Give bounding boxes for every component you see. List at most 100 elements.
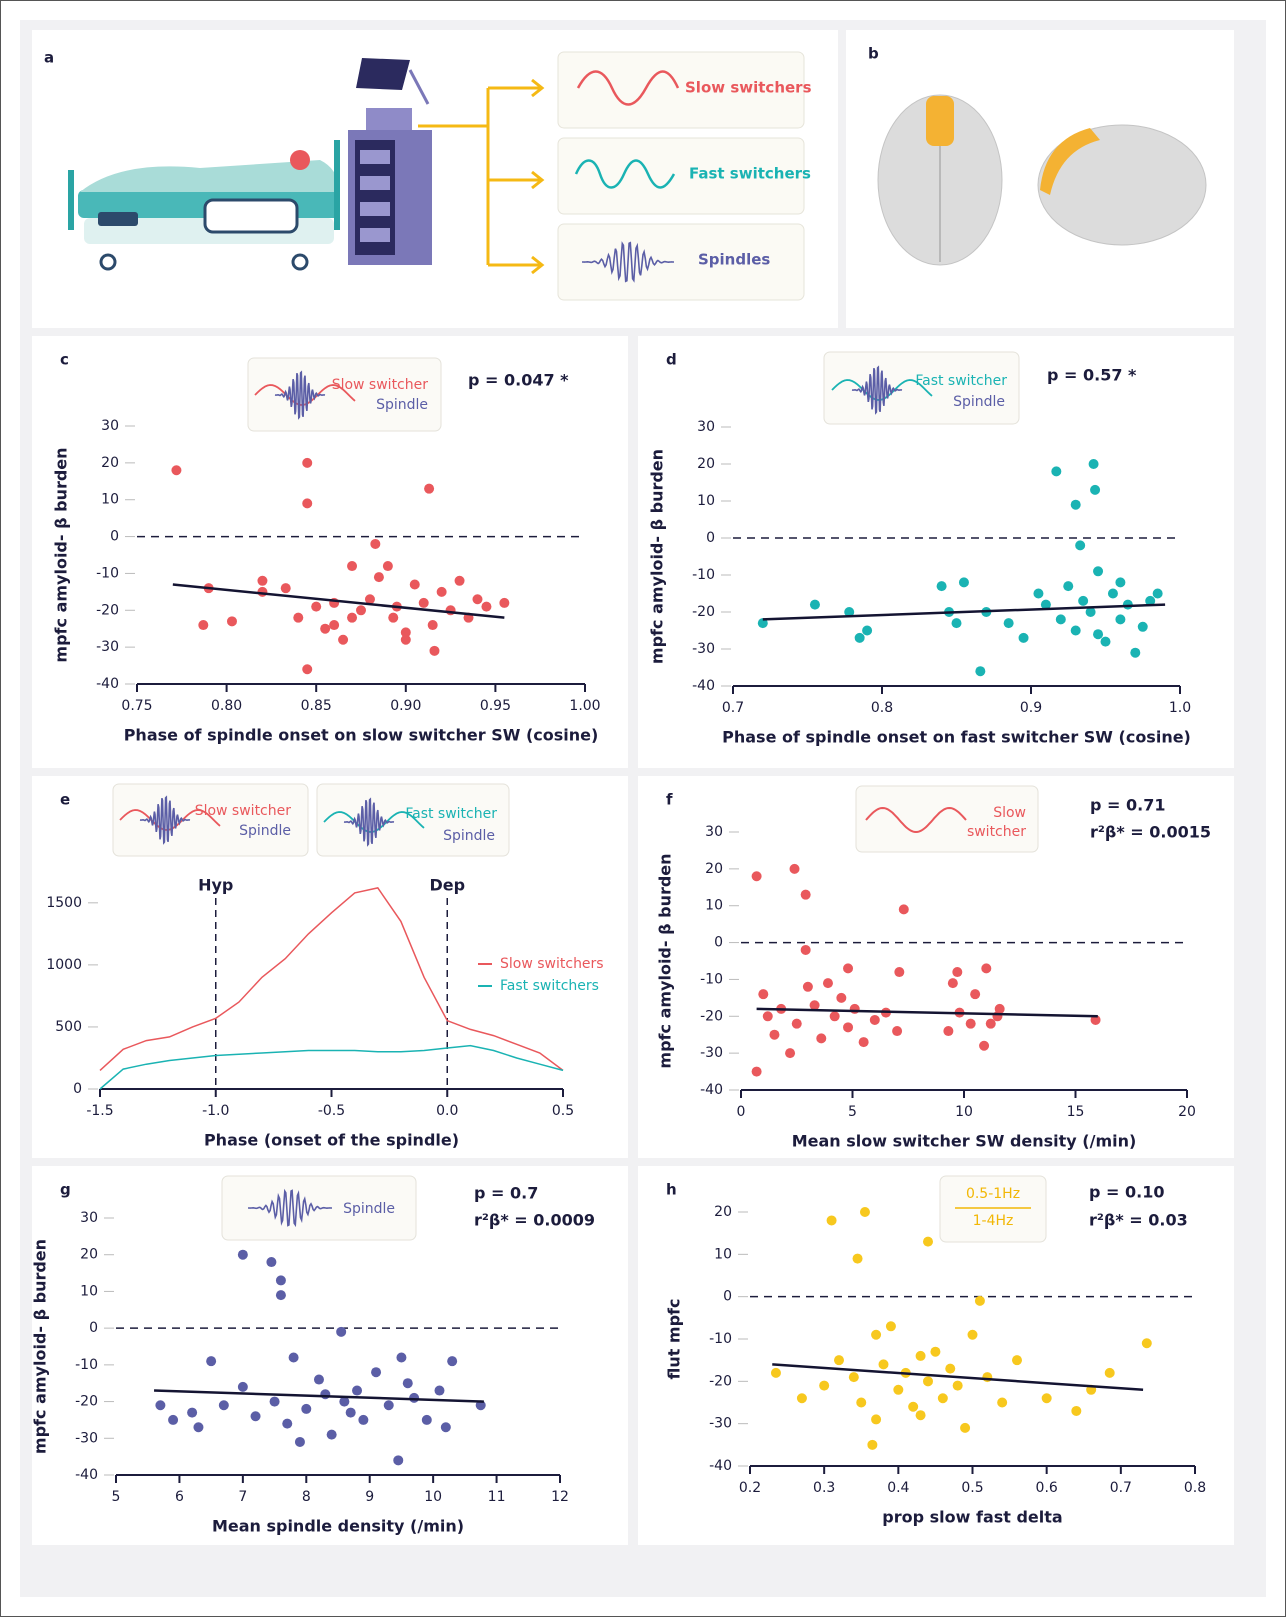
- point: [958, 577, 969, 588]
- point: [852, 1253, 863, 1264]
- point: [843, 1022, 854, 1033]
- annotation: p = 0.71: [1090, 796, 1165, 815]
- point: [770, 1367, 781, 1378]
- point: [849, 1003, 860, 1014]
- point: [800, 944, 811, 955]
- y-tick-label: -30: [709, 1416, 732, 1432]
- arrows: [418, 78, 545, 275]
- y-tick-label: -20: [692, 604, 715, 620]
- card: [557, 137, 805, 215]
- point: [280, 583, 291, 594]
- wave-icon: [831, 379, 933, 401]
- y-tick-label: -40: [700, 1082, 723, 1098]
- x-tick-label: 0.85: [301, 698, 332, 714]
- legend-label: Fast switchers: [500, 978, 599, 994]
- point: [952, 1380, 963, 1391]
- y-tick-label: 20: [714, 1204, 732, 1220]
- point: [269, 1396, 280, 1407]
- inset-icon: [323, 797, 425, 847]
- point: [429, 645, 440, 656]
- point: [447, 1356, 458, 1367]
- y-tick-label: -20: [75, 1394, 98, 1410]
- point: [237, 1381, 248, 1392]
- point: [893, 1384, 904, 1395]
- spindle-wave: [139, 795, 191, 845]
- point: [237, 1249, 248, 1260]
- y-tick-label: -10: [709, 1331, 732, 1347]
- point: [871, 1329, 882, 1340]
- point: [785, 1048, 796, 1059]
- x-axis-label: Phase (onset of the spindle): [204, 1131, 459, 1150]
- point: [892, 1026, 903, 1037]
- point: [1075, 540, 1086, 551]
- annotation: p = 0.10: [1089, 1183, 1164, 1202]
- y-tick-label: 10: [80, 1283, 98, 1299]
- inset-icon: [831, 365, 933, 415]
- x-tick-label: 9: [365, 1489, 374, 1505]
- point: [1088, 459, 1099, 469]
- inset-label: Fast switcher: [405, 806, 497, 822]
- y-tick-label: 30: [101, 418, 119, 434]
- y-tick-label: -20: [700, 1008, 723, 1024]
- x-tick-label: 0.2: [739, 1480, 761, 1496]
- point: [206, 1356, 217, 1367]
- spindle-wave: [248, 1188, 332, 1228]
- point: [758, 989, 769, 1000]
- point: [1100, 636, 1111, 647]
- point: [791, 1018, 802, 1029]
- x-tick-label: -0.5: [318, 1103, 345, 1119]
- y-tick-label: 10: [697, 493, 715, 509]
- point: [499, 597, 510, 608]
- point: [436, 586, 447, 597]
- panel-letter: e: [60, 791, 70, 809]
- point: [1071, 1405, 1082, 1416]
- point: [819, 1380, 830, 1391]
- x-tick-label: -1.0: [202, 1103, 229, 1119]
- y-tick-label: -20: [709, 1373, 732, 1389]
- point: [454, 575, 465, 586]
- x-tick-label: 0.0: [436, 1103, 458, 1119]
- panel-letter: d: [666, 351, 677, 369]
- point: [965, 1018, 976, 1029]
- wave-icon: [254, 384, 356, 406]
- point: [908, 1401, 919, 1412]
- point: [809, 599, 820, 610]
- point: [945, 1363, 956, 1374]
- point: [836, 992, 847, 1003]
- spindle-icon: [582, 241, 674, 283]
- y-tick-label: 20: [101, 455, 119, 471]
- y-tick-label: -40: [709, 1458, 732, 1474]
- y-tick-label: 0: [723, 1289, 732, 1305]
- y-tick-label: -30: [75, 1430, 98, 1446]
- point: [187, 1407, 198, 1418]
- x-tick-label: 0.8: [1184, 1480, 1206, 1496]
- point: [383, 1400, 394, 1411]
- point: [370, 538, 381, 549]
- point: [1152, 588, 1163, 599]
- y-tick-label: -30: [700, 1045, 723, 1061]
- y-axis-label: mpfc amyloid- β burden: [648, 449, 667, 664]
- point: [301, 1403, 312, 1414]
- x-tick-label: 0.5: [552, 1103, 574, 1119]
- point: [424, 483, 435, 494]
- point: [1070, 499, 1081, 510]
- point: [434, 1385, 445, 1396]
- point: [1040, 599, 1051, 610]
- y-tick-label: 20: [697, 456, 715, 472]
- point: [347, 612, 358, 623]
- point: [816, 1033, 827, 1044]
- x-tick-label: 0.4: [887, 1480, 909, 1496]
- point: [915, 1410, 926, 1421]
- y-tick-label: 10: [714, 1246, 732, 1262]
- x-tick-label: 15: [1067, 1104, 1085, 1120]
- point: [396, 1352, 407, 1363]
- point: [757, 618, 768, 629]
- wave-icon: [576, 70, 680, 106]
- point: [796, 1393, 807, 1404]
- x-tick-label: 0.75: [121, 698, 152, 714]
- point: [975, 666, 986, 677]
- x-tick-label: 10: [424, 1489, 442, 1505]
- fit-line: [772, 1363, 1144, 1392]
- point: [854, 632, 865, 643]
